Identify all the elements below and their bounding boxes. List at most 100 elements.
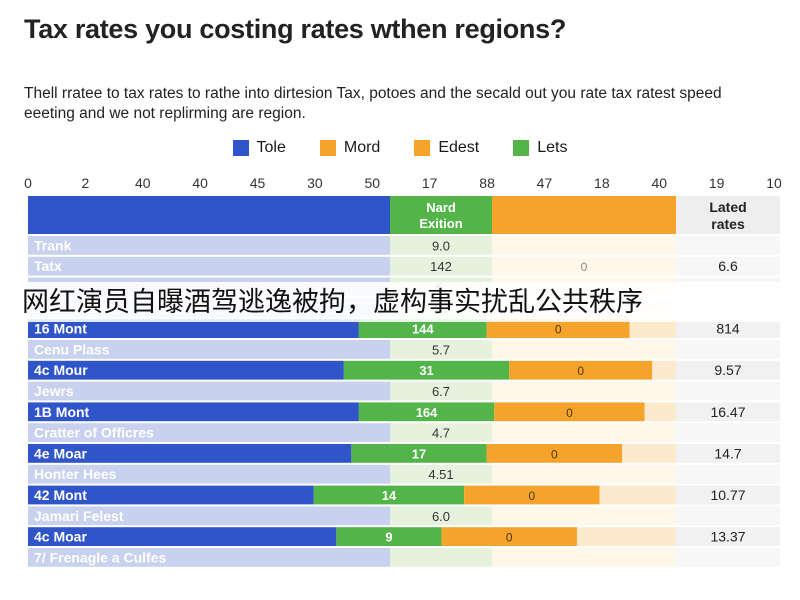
- header-bar-blue: [28, 196, 390, 234]
- bar-segment-light-blue: [28, 256, 390, 276]
- row-label: 1B Mont: [34, 404, 90, 420]
- axis-tick-label: 10: [766, 175, 782, 191]
- bar-segment-track: [599, 485, 676, 505]
- chart-legend: Tole Mord Edest Lets: [0, 138, 800, 158]
- bar-segment-light-green: [390, 548, 492, 567]
- bar-segment-blue: [28, 527, 337, 546]
- row-right-value: 13.37: [710, 529, 745, 545]
- legend-item: Edest: [414, 138, 479, 158]
- bar-segment-orange: [509, 360, 653, 380]
- legend-label: Lets: [537, 139, 568, 156]
- axis-tick-label: 40: [651, 175, 667, 191]
- row-mid-value: 142: [430, 259, 452, 274]
- bar-segment-track: [576, 527, 676, 546]
- bar-segment-light-blue: [28, 506, 390, 526]
- row-right-value: 814: [716, 321, 740, 337]
- row-mid-value: 4.51: [428, 467, 453, 482]
- right-value-cell: [676, 527, 780, 546]
- bar-segment-orange: [494, 402, 645, 422]
- bar-segment-light-blue: [28, 340, 390, 359]
- bar-segment-orange: [486, 319, 630, 338]
- legend-swatch: [232, 140, 249, 156]
- bar-segment-green: [358, 402, 495, 422]
- right-value-cell: [676, 464, 780, 484]
- bar-segment-light-blue: [28, 464, 390, 484]
- bar-segment-green: [313, 485, 465, 505]
- row-right-value: 9.57: [714, 362, 741, 378]
- right-value-cell: [676, 423, 780, 442]
- bar-segment-track: [652, 360, 676, 380]
- right-value-cell: [676, 236, 780, 255]
- right-value-cell: [676, 381, 780, 401]
- row-label: 7/ Frenagle a Culfes: [34, 549, 166, 565]
- row-mid-value: 6.0: [432, 509, 450, 524]
- row-orange-value: 0: [506, 531, 513, 545]
- row-mid-value: 4.7: [432, 426, 450, 441]
- row-right-value: 6.6: [718, 258, 738, 274]
- row-orange-value: 0: [551, 447, 558, 461]
- bar-segment-light-blue: [28, 381, 390, 401]
- bar-segment-light-orange: [492, 256, 676, 276]
- bar-segment-track: [622, 444, 676, 463]
- row-right-value: 16.47: [710, 404, 745, 420]
- row-mid-value: 5.7: [432, 342, 450, 357]
- right-value-cell: [676, 340, 780, 359]
- row-label: 42 Mont: [34, 487, 87, 503]
- bar-segment-light-green: [390, 236, 492, 255]
- bar-segment-green: [343, 360, 510, 380]
- header-mid-label-line2: Exition: [419, 216, 462, 231]
- row-orange-value: 0: [581, 260, 588, 274]
- row-mid-value: 6.7: [432, 384, 450, 399]
- axis-tick-label: 30: [307, 175, 323, 191]
- axis-tick-label: 45: [250, 175, 266, 191]
- legend-swatch: [414, 140, 431, 156]
- row-label: Jewrs: [34, 383, 74, 399]
- axis-tick-label: 88: [479, 175, 495, 191]
- bar-segment-track: [629, 319, 676, 338]
- axis-tick-label: 18: [594, 175, 610, 191]
- row-mid-value: 31: [419, 363, 433, 378]
- bar-segment-light-orange: [492, 506, 676, 526]
- right-value-cell: [676, 444, 780, 463]
- bar-segment-blue: [28, 444, 352, 463]
- bar-segment-light-blue: [28, 548, 390, 567]
- bar-segment-orange: [464, 485, 600, 505]
- legend-label: Tole: [256, 139, 286, 156]
- row-mid-value: 9.0: [432, 238, 450, 253]
- row-label: 4c Mour: [34, 362, 88, 378]
- header-right-cell: [676, 196, 780, 234]
- bar-segment-light-green: [390, 464, 492, 484]
- axis-tick-label: 47: [537, 175, 553, 191]
- header-bar-orange: [492, 196, 676, 234]
- bar-segment-light-green: [390, 256, 492, 276]
- bar-segment-blue: [28, 360, 344, 380]
- row-mid-value: 17: [412, 446, 426, 461]
- axis-tick-label: 2: [81, 175, 89, 191]
- row-label: Tatx: [34, 258, 62, 274]
- bar-segment-light-orange: [492, 340, 676, 359]
- chart-title: Tax rates you costing rates wthen region…: [24, 14, 567, 44]
- bar-segment-green: [358, 319, 487, 338]
- row-orange-value: 0: [577, 364, 584, 378]
- bar-segment-track: [644, 402, 676, 422]
- row-orange-value: 0: [566, 406, 573, 420]
- right-value-cell: [676, 485, 780, 505]
- caption-banner-text: 网红演员自曝酒驾逃逸被拘，虚构事实扰乱公共秩序: [22, 287, 643, 317]
- row-mid-value: 9: [385, 530, 392, 545]
- bar-segment-green: [351, 444, 487, 463]
- bar-segment-blue: [28, 485, 314, 505]
- legend-item: Mord: [319, 138, 380, 158]
- row-label: Trank: [34, 237, 72, 253]
- bar-segment-light-green: [390, 423, 492, 442]
- row-label: Jamari Felest: [34, 508, 124, 524]
- legend-item: Lets: [513, 138, 567, 158]
- bar-segment-blue: [28, 402, 359, 422]
- row-orange-value: 0: [528, 489, 535, 503]
- bar-segment-orange: [486, 444, 623, 463]
- axis-tick-label: 17: [422, 175, 438, 191]
- right-value-cell: [676, 548, 780, 567]
- row-label: 16 Mont: [34, 321, 87, 337]
- header-right-label-line2: rates: [711, 216, 745, 232]
- row-label: Cratter of Officres: [34, 425, 154, 441]
